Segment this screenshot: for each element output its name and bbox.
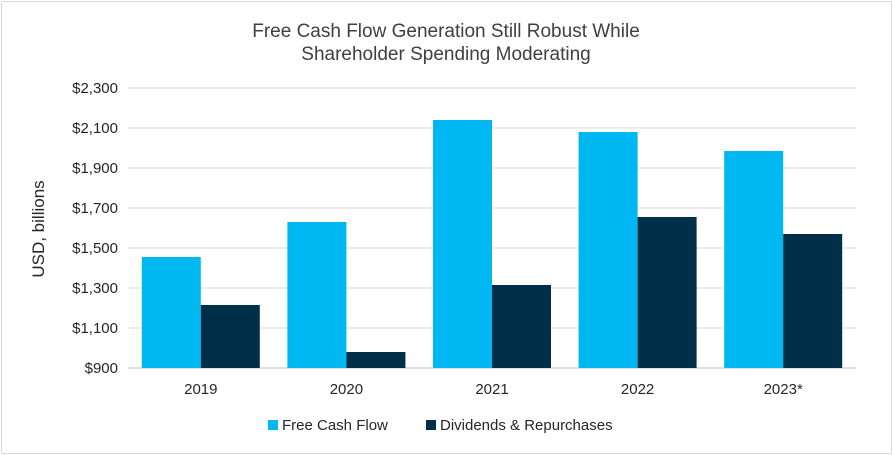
bar-free-cash-flow-2021 xyxy=(433,120,492,368)
bar-free-cash-flow-2022 xyxy=(578,132,638,368)
x-axis-ticks: 2019 2020 2021 2022 2023* xyxy=(184,381,803,398)
x-tick-label: 2021 xyxy=(475,381,508,398)
chart-title-line-1: Free Cash Flow Generation Still Robust W… xyxy=(252,21,640,42)
legend-label: Free Cash Flow xyxy=(282,417,388,434)
y-tick-label: $1,100 xyxy=(72,320,118,337)
bar-free-cash-flow-2020 xyxy=(287,222,347,368)
y-axis-ticks: $900 $1,100 $1,300 $1,500 $1,700 $1,900 $2,100… xyxy=(72,80,118,377)
y-tick-label: $2,300 xyxy=(72,80,118,97)
y-tick-label: $1,700 xyxy=(72,200,118,217)
bar-dividends-repurchases-2021 xyxy=(492,285,551,368)
legend-swatch xyxy=(426,420,436,430)
chart-title-line-2: Shareholder Spending Moderating xyxy=(301,44,590,65)
legend: Free Cash Flow Dividends & Repurchases xyxy=(268,417,613,434)
x-tick-label: 2023* xyxy=(764,381,803,398)
y-tick-label: $1,300 xyxy=(72,280,118,297)
bar-free-cash-flow-2019 xyxy=(141,257,201,368)
legend-swatch xyxy=(268,420,278,430)
legend-label: Dividends & Repurchases xyxy=(440,417,613,434)
x-tick-label: 2020 xyxy=(330,381,363,398)
bar-dividends-repurchases-2022 xyxy=(637,217,697,368)
y-tick-label: $1,500 xyxy=(72,240,118,257)
bars xyxy=(141,120,843,368)
y-tick-label: $900 xyxy=(85,360,118,377)
bar-dividends-repurchases-2019 xyxy=(200,305,260,368)
y-tick-label: $2,100 xyxy=(72,120,118,137)
x-tick-label: 2019 xyxy=(184,381,217,398)
y-tick-label: $1,900 xyxy=(72,160,118,177)
bar-free-cash-flow-2023 xyxy=(724,151,784,368)
x-tick-label: 2022 xyxy=(621,381,654,398)
y-axis-title: USD, billions xyxy=(29,180,48,277)
chart-title: Free Cash Flow Generation Still Robust W… xyxy=(252,21,640,65)
bar-dividends-repurchases-2020 xyxy=(346,352,406,368)
bar-dividends-repurchases-2023 xyxy=(783,234,843,368)
